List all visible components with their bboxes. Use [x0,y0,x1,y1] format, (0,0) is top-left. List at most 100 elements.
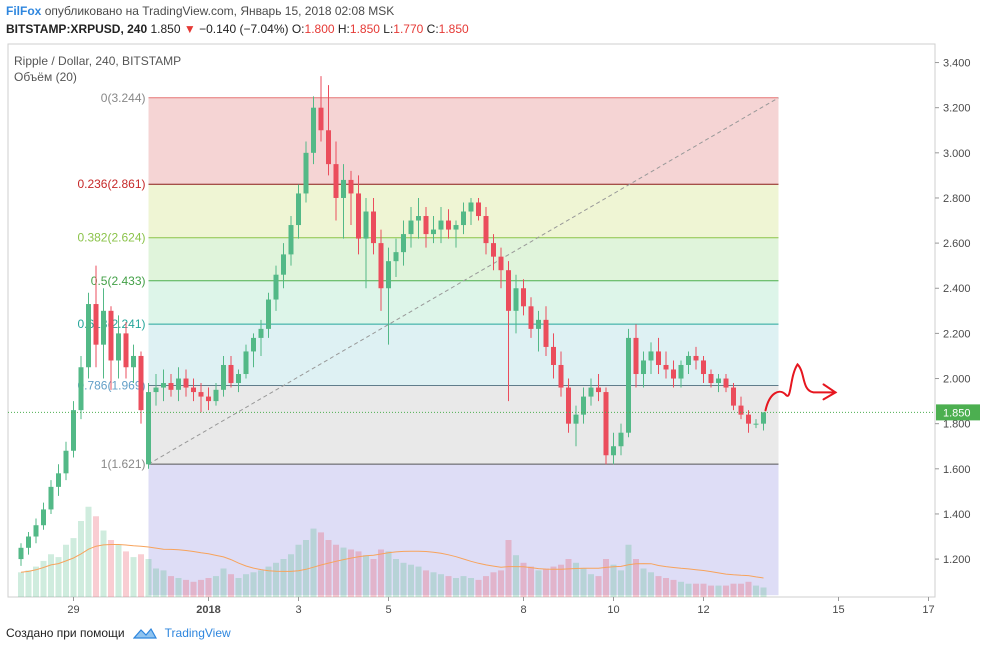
candle[interactable] [536,310,541,352]
candle[interactable] [716,374,721,393]
candle[interactable] [18,543,24,566]
candle[interactable] [686,351,691,375]
candle[interactable] [116,315,121,379]
candle[interactable] [611,432,616,465]
candle[interactable] [386,247,391,345]
candle[interactable] [558,351,564,397]
candle[interactable] [603,387,609,465]
candle[interactable] [356,175,361,255]
candle[interactable] [56,464,61,496]
candle[interactable] [753,419,759,429]
candle[interactable] [251,333,256,368]
candle[interactable] [761,412,766,431]
candle[interactable] [63,441,69,481]
candle[interactable] [326,85,331,176]
candle[interactable] [138,351,144,424]
candle[interactable] [146,383,151,469]
candle[interactable] [513,274,519,334]
candle[interactable] [521,279,526,316]
candle[interactable] [393,238,399,277]
candle[interactable] [311,96,316,165]
candle[interactable] [258,319,264,356]
candle[interactable] [78,355,84,420]
candle[interactable] [708,369,714,388]
candle[interactable] [161,369,166,402]
candle[interactable] [723,374,729,393]
candle[interactable] [228,355,234,388]
candle[interactable] [108,306,114,390]
candle[interactable] [656,337,661,375]
candle[interactable] [446,209,451,239]
candle[interactable] [243,344,249,379]
candle[interactable] [701,355,706,384]
candle[interactable] [483,206,489,255]
candle[interactable] [86,292,91,379]
candle[interactable] [423,206,429,248]
candle[interactable] [498,247,504,289]
candle[interactable] [341,164,346,239]
candle[interactable] [633,324,639,388]
candle[interactable] [303,141,309,203]
candle[interactable] [543,306,549,356]
candle[interactable] [641,351,646,388]
candle[interactable] [213,383,219,406]
candle[interactable] [333,141,339,221]
candle[interactable] [101,288,106,379]
candle[interactable] [401,220,406,266]
candle[interactable] [453,220,459,248]
candle[interactable] [33,518,39,544]
candle[interactable] [221,355,226,397]
candle[interactable] [206,387,211,411]
candle[interactable] [506,261,511,402]
candle[interactable] [266,292,271,338]
candle[interactable] [363,197,369,289]
candle[interactable] [153,374,159,406]
candle[interactable] [468,197,474,226]
candle[interactable] [588,378,594,406]
candle[interactable] [476,197,481,221]
candle[interactable] [288,216,294,266]
tradingview-logo-icon[interactable] [132,626,157,640]
candle[interactable] [678,360,684,388]
candle[interactable] [318,76,324,142]
candle[interactable] [596,374,601,402]
candle[interactable] [648,342,654,375]
candle[interactable] [123,322,129,379]
candle[interactable] [198,383,204,413]
candle[interactable] [416,197,421,239]
candle[interactable] [746,410,751,433]
candle[interactable] [48,480,54,514]
candle[interactable] [408,206,414,248]
candle[interactable] [731,383,736,411]
candle[interactable] [573,405,579,447]
candle[interactable] [371,197,376,255]
candle[interactable] [738,396,744,420]
candle[interactable] [491,234,496,271]
candle[interactable] [26,532,31,555]
candle[interactable] [236,369,241,393]
candle[interactable] [281,243,286,289]
candle[interactable] [176,367,181,402]
candle[interactable] [191,378,196,402]
candle[interactable] [461,202,466,235]
candle[interactable] [663,351,669,379]
candle[interactable] [93,265,99,368]
candle[interactable] [528,297,534,338]
candle[interactable] [296,184,301,239]
candle[interactable] [581,387,586,424]
candle[interactable] [273,265,279,311]
candle[interactable] [693,346,699,370]
candle[interactable] [183,369,189,397]
candle[interactable] [168,374,174,397]
candle[interactable] [566,378,571,433]
candle[interactable] [131,344,136,384]
candle[interactable] [378,229,384,311]
candle[interactable] [438,206,444,244]
candle[interactable] [41,502,46,530]
author-name[interactable]: FilFox [6,4,42,18]
candle[interactable] [431,216,436,244]
candle[interactable] [71,401,76,458]
candle[interactable] [626,328,631,438]
candle[interactable] [671,360,676,388]
